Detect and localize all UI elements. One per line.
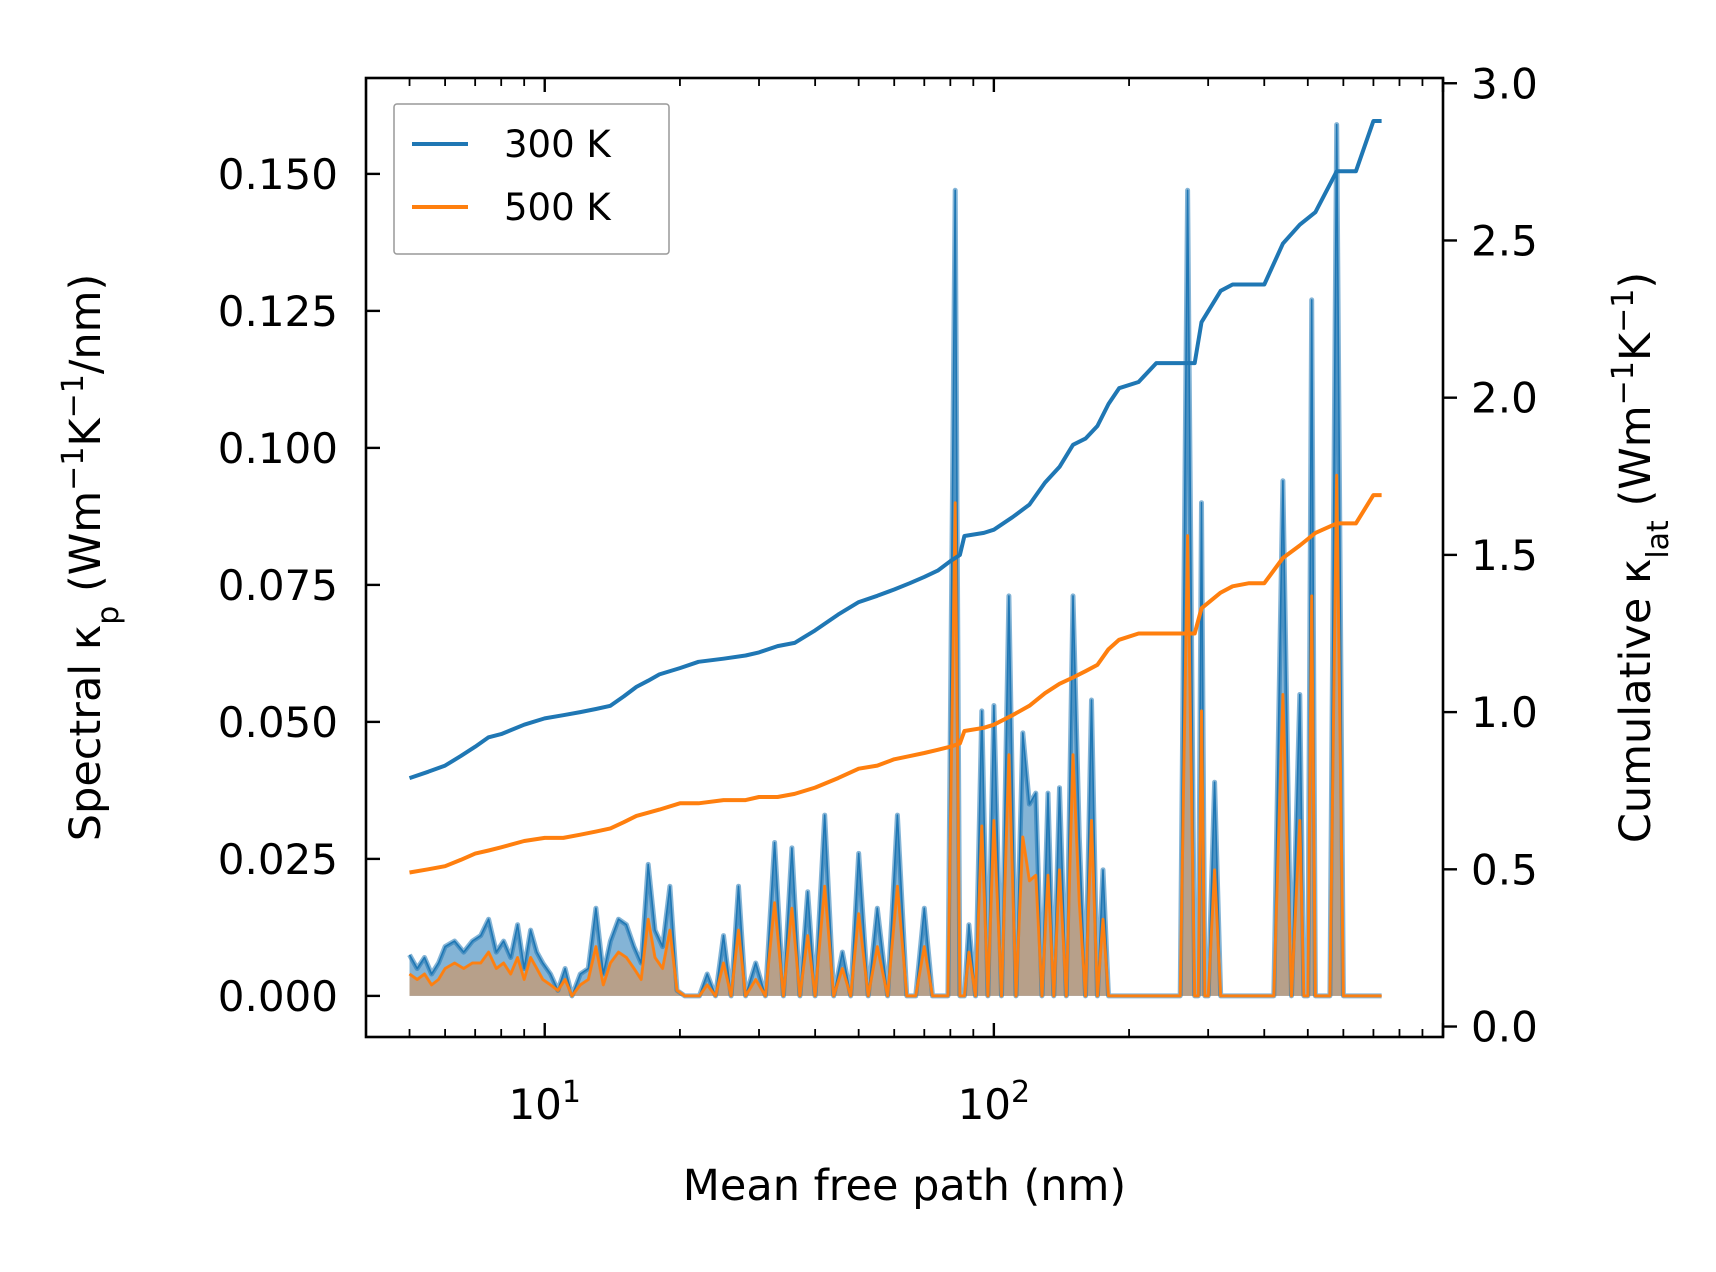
line-core-500-k-spectral — [409, 474, 1382, 997]
y-left-tick-label: 0.050 — [218, 698, 338, 747]
y-left-tick-label: 0.125 — [218, 287, 338, 336]
y-right-label-unit-open: (Wm — [1611, 405, 1661, 520]
y-axis-left-label: Spectral κp (Wm−1K−1/nm) — [56, 274, 126, 842]
y-right-tick-label: 1.5 — [1471, 531, 1538, 580]
x-tick-label-exp: 2 — [1011, 1075, 1030, 1110]
x-tick-label-base: 10 — [508, 1080, 561, 1129]
legend-box — [393, 103, 670, 255]
y-left-tick-label: 0.075 — [218, 561, 338, 610]
y-right-tick-label: 0.0 — [1471, 1003, 1538, 1052]
y-right-label-unit-close: ) — [1611, 272, 1661, 289]
y-left-label-unit-close: /nm) — [61, 274, 111, 374]
y-right-label-sub: lat — [1641, 520, 1676, 559]
y-right-tick-label: 2.0 — [1471, 374, 1538, 423]
y-right-label-mid: K — [1611, 331, 1661, 361]
y-right-tick-label: 2.5 — [1471, 216, 1538, 265]
y-left-label-sup1: −1 — [56, 447, 91, 491]
y-left-label-unit-open: (Wm — [61, 491, 111, 606]
legend-label-500k: 500 K — [504, 186, 612, 229]
y-right-label-sup1: −1 — [1606, 361, 1641, 405]
spectral-lines — [407, 122, 1382, 999]
axis-ticks — [365, 78, 1457, 1037]
y-right-tick-label: 1.0 — [1471, 688, 1538, 737]
plot-area — [407, 119, 1382, 999]
cumulative-line-300-k — [408, 119, 1382, 780]
y-right-tick-label: 3.0 — [1471, 59, 1538, 108]
legend: 300 K 500 K — [393, 103, 670, 255]
x-tick-label-exp: 1 — [562, 1075, 581, 1110]
y-right-tick-label: 0.5 — [1471, 845, 1538, 894]
axis-tick-labels: 101 1020.0000.0250.0500.0750.1000.1250.15… — [218, 59, 1538, 1129]
x-tick-label: 101 — [508, 1075, 581, 1130]
fill-500-k-spectral — [409, 475, 1382, 996]
y-axis-right-label: Cumulative κlat (Wm−1K−1) — [1606, 272, 1676, 843]
y-left-tick-label: 0.000 — [218, 972, 338, 1021]
y-left-tick-label: 0.100 — [218, 424, 338, 473]
legend-label-300k: 300 K — [504, 123, 612, 166]
y-left-label-sup2: −1 — [56, 374, 91, 418]
y-right-label-main: Cumulative κ — [1611, 559, 1661, 843]
y-right-label-sup2: −1 — [1606, 289, 1641, 333]
x-axis-label: Mean free path (nm) — [683, 1161, 1126, 1211]
cumulative-lines — [408, 119, 1382, 875]
cumulative-line-500-k — [409, 493, 1382, 875]
y-left-tick-label: 0.150 — [218, 150, 338, 199]
plot-frame — [364, 76, 1445, 1039]
y-left-tick-label: 0.025 — [218, 835, 338, 884]
y-left-label-main: Spectral κ — [61, 625, 111, 842]
x-tick-label-base: 10 — [958, 1080, 1011, 1129]
y-left-label-sub: p — [91, 606, 126, 625]
y-left-label-mid: K — [61, 417, 111, 447]
x-tick-label: 102 — [958, 1075, 1031, 1130]
